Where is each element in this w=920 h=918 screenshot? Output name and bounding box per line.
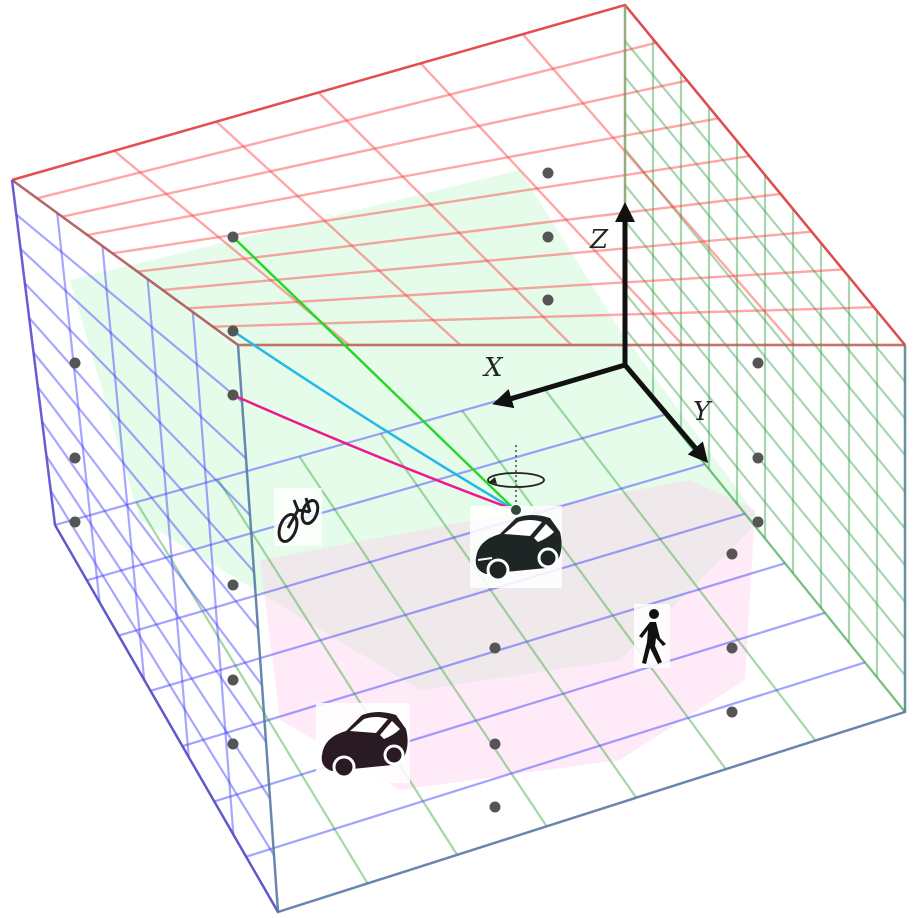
right-wall-grid-line: [624, 76, 906, 420]
top-grid-line: [36, 41, 657, 200]
floor-grid-line: [86, 413, 666, 582]
sample-point: [227, 231, 239, 243]
left-wall-grid-line: [191, 311, 235, 835]
sample-point: [69, 516, 81, 528]
floor-grid-line: [118, 463, 706, 637]
pedestrian-icon: [634, 604, 670, 668]
floor-grid-line: [216, 478, 459, 856]
ray-magenta: [232, 393, 516, 512]
right-wall-grid-line: [624, 220, 906, 566]
ray-green: [232, 236, 516, 511]
floor-grid-line: [182, 562, 786, 748]
y-axis: [623, 363, 709, 464]
x-axis-label: X: [482, 353, 504, 383]
coordinate-axes: [492, 202, 709, 464]
ray-cyan: [232, 329, 516, 512]
sample-point: [542, 294, 554, 306]
z-axis-label: Z: [589, 225, 609, 255]
top-grid-line: [521, 33, 795, 346]
top-grid-line: [215, 120, 462, 346]
left-wall-grid-line: [36, 386, 263, 686]
floor-grid-line: [461, 410, 727, 770]
right-wall-grid-line: [624, 148, 906, 493]
left-wall-grid-line: [15, 213, 243, 403]
car-icon: [316, 703, 410, 783]
left-wall-grid-line: [19, 248, 247, 460]
floor-grid-line: [298, 455, 548, 827]
right-wall-grid-line: [624, 292, 906, 640]
sample-point: [542, 167, 554, 179]
sample-point: [69, 452, 81, 464]
sample-point: [752, 452, 764, 464]
top-grid-line: [317, 91, 573, 346]
top-grid-line: [162, 230, 812, 292]
sample-point: [227, 579, 239, 591]
right-wall-grid-line: [624, 256, 906, 603]
sample-point: [489, 801, 501, 813]
top-grid-line: [112, 154, 750, 255]
left-wall-grid-line: [49, 489, 275, 856]
grid-sample-points: [69, 167, 764, 813]
left-wall-grid-line: [24, 282, 251, 516]
sample-point: [752, 516, 764, 528]
x-axis: [492, 362, 626, 409]
right-wall-grid-line: [624, 112, 906, 456]
sample-point: [726, 548, 738, 560]
floor-grid-line: [245, 661, 866, 858]
floor-grid-line: [135, 501, 369, 884]
y-axis-label: Y: [693, 397, 713, 427]
sample-point: [726, 642, 738, 654]
left-wall-grid-line: [56, 212, 101, 603]
sample-point: [227, 674, 239, 686]
ego-sensor-point: [511, 505, 521, 515]
sample-point: [489, 738, 501, 750]
floor-grid-line: [379, 432, 638, 799]
sample-point: [752, 357, 764, 369]
left-wall-grid-line: [101, 245, 146, 680]
top-grid-line: [187, 268, 843, 310]
sample-point: [489, 642, 501, 654]
bicycle-icon: [274, 488, 322, 546]
top-grid-line: [137, 192, 781, 273]
rotation-indicator: [487, 445, 545, 508]
top-grid-line: [419, 62, 684, 346]
sensor-rays: [232, 236, 516, 512]
sample-point: [69, 357, 81, 369]
left-wall-grid-line: [32, 351, 259, 630]
right-wall-grid-line: [624, 184, 906, 530]
sample-point: [227, 325, 239, 337]
sample-point: [726, 706, 738, 718]
box-outline: [10, 3, 907, 914]
top-grid-line: [87, 117, 719, 237]
left-wall-grid-line: [146, 278, 190, 758]
sample-point: [227, 389, 239, 401]
floor-grid-line: [542, 387, 817, 742]
sample-point: [227, 738, 239, 750]
floor-grid-line: [150, 512, 746, 692]
left-wall-grid-line: [41, 420, 267, 743]
top-grid-line: [61, 79, 688, 218]
ego-car-icon: [470, 506, 562, 588]
left-wall-grid-line: [28, 317, 255, 573]
right-wall-grid-line: [624, 40, 906, 383]
sample-point: [542, 231, 554, 243]
right-wall-grid-line: [624, 328, 906, 676]
